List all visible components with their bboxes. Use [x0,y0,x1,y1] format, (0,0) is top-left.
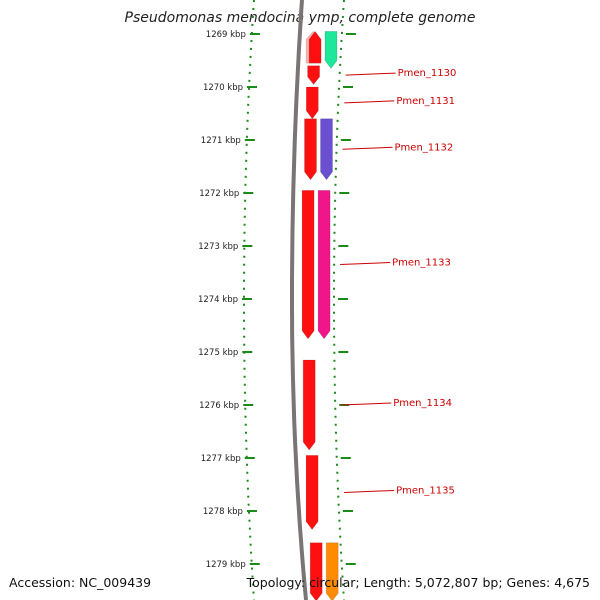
tick-label: 1279 kbp [206,560,246,570]
tick-label: 1269 kbp [206,30,246,40]
gene-label: Pmen_1133 [392,258,451,269]
gene-label-leader [344,100,395,104]
tick-label: 1273 kbp [198,242,238,252]
gene-arrow [325,542,339,600]
gene-arrow [324,30,338,70]
gene-arrow [304,118,317,181]
gene-arrow [309,542,323,600]
gene-label: Pmen_1134 [393,398,452,409]
gene-label-leader [342,146,393,150]
tick-label: 1272 kbp [199,189,239,199]
tick-label: 1274 kbp [198,295,238,305]
tick-label: 1276 kbp [199,401,239,411]
gene-arrow [320,118,333,181]
gene-arrow [317,189,331,340]
gene-label: Pmen_1135 [396,485,455,496]
gene-label-leader [341,402,392,406]
gene-label-leader [344,489,395,493]
gene-arrow [301,189,315,340]
genome-summary: Topology: circular; Length: 5,072,807 bp… [246,575,590,590]
tick-label: 1271 kbp [201,136,241,146]
gene-label-leader [340,262,391,266]
tick-label: 1275 kbp [198,348,238,358]
gene-arrow [305,454,319,531]
gene-label-leader [345,72,396,76]
gene-label: Pmen_1131 [396,96,455,107]
gene-arrow [308,30,322,64]
gene-arrow [305,86,319,120]
tick-label: 1278 kbp [203,507,243,517]
genome-backbone [290,0,308,600]
tick-label: 1277 kbp [201,454,241,464]
gene-label: Pmen_1132 [395,142,454,153]
gene-arrow [307,65,321,86]
accession-label: Accession: NC_009439 [9,575,152,590]
tick-label: 1270 kbp [203,83,243,93]
gene-arrow [302,359,316,451]
gene-label: Pmen_1130 [398,68,457,79]
